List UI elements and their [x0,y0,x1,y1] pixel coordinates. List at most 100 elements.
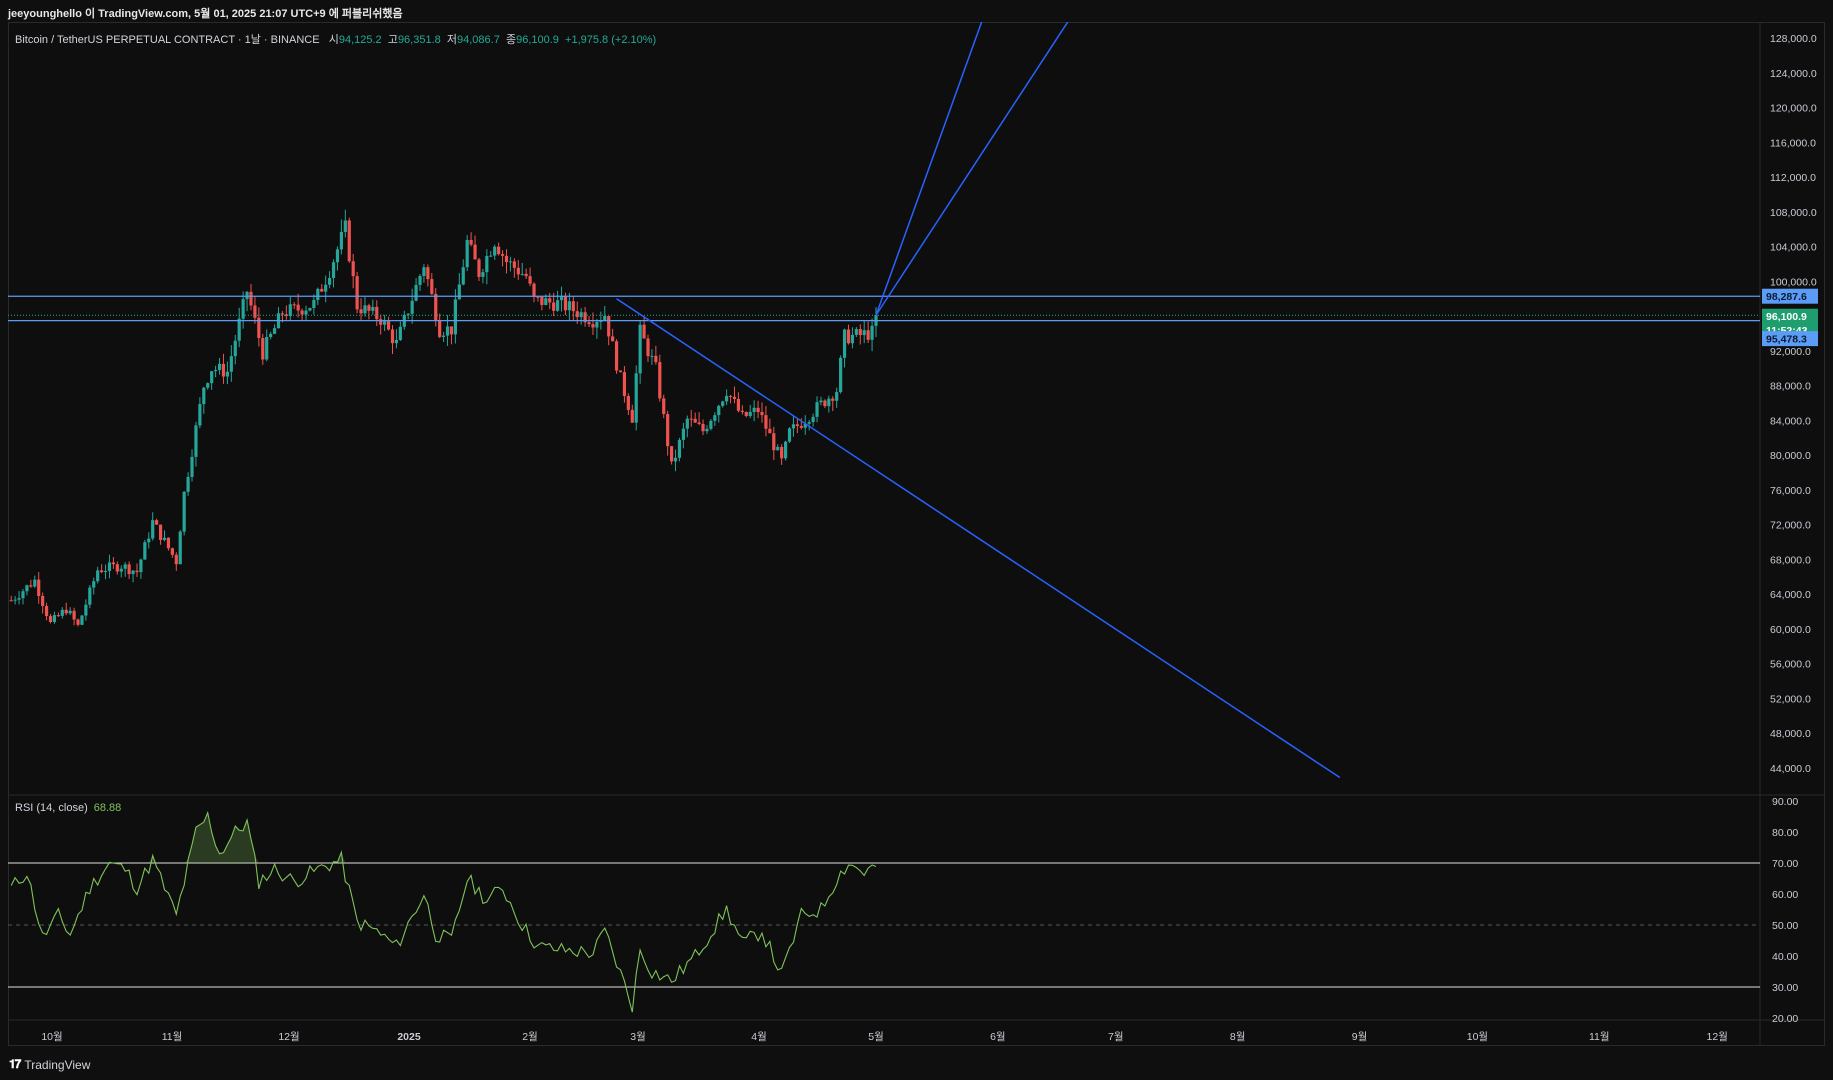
candle-body [587,322,591,325]
time-tick-label: 10월 [41,1031,62,1043]
candle-body [705,428,709,432]
candle-body [528,276,532,284]
candle-body [748,411,752,417]
candle-body [827,398,831,407]
candle-body [202,387,206,405]
rsi-legend: RSI (14, close) 68.88 [15,802,121,814]
candle-body [791,424,796,429]
candle-body [225,371,229,377]
candle-body [155,520,159,525]
candle-body [819,400,823,403]
rsi-overbought-fill [11,812,876,863]
candle-body [269,333,273,338]
candle-body [689,418,693,420]
price-tick-label: 44,000.0 [1770,763,1811,775]
price-tick-label: 72,000.0 [1770,520,1811,532]
candle-body [536,296,540,298]
candle-body [776,446,780,451]
candle-body [508,261,513,263]
publish-caption: jeeyounghello 이 TradingView.com, 5월 01, … [8,8,403,20]
chart-frame[interactable] [8,22,1825,1046]
candle-body [618,370,623,373]
candle-body [241,299,245,319]
candle-body [453,299,457,335]
candle-body [626,395,630,410]
candle-body [434,293,438,321]
candle-body [603,316,607,321]
close-label: 종 [505,34,517,46]
time-tick-label: 4월 [751,1031,767,1043]
candle-body [736,398,741,411]
candle-body [52,615,57,623]
candle-body [485,256,489,273]
level-tag-upper [1762,288,1818,304]
candle-body [866,330,870,340]
price-tick-label: 60,000.0 [1770,624,1811,636]
candle-body [673,457,678,462]
candle-body [308,307,312,311]
footer-brand[interactable]: 𝟏𝟕 TradingView [9,1057,90,1072]
candle-body [728,395,733,397]
price-tick-label: 100,000.0 [1770,276,1817,288]
candle-body [422,267,426,277]
candle-body [48,616,53,623]
candle-body [194,425,198,457]
candle-body [583,312,587,323]
open-label: 시 [328,34,339,46]
candle-body [870,325,874,340]
rsi-title: RSI (14, close) [15,802,88,814]
price-tick-label: 84,000.0 [1770,415,1811,427]
rsi-tick-label: 40.00 [1772,951,1798,963]
candle-body [449,326,454,335]
candle-body [725,395,729,402]
trend-line[interactable] [616,298,1341,779]
high-label: 고 [387,34,398,46]
candle-body [662,398,666,415]
candle-body [764,415,768,429]
candle-body [457,284,461,300]
price-tick-label: 104,000.0 [1770,242,1817,254]
candle-body [846,329,851,344]
level-tag-lower [1762,331,1818,347]
candle-body [752,407,756,412]
low-value: 94,086.7 [457,34,500,46]
candle-body [394,339,399,344]
candle-body [842,329,847,358]
candle-body [198,404,202,426]
trend-line[interactable] [875,21,1069,316]
candle-body [29,585,33,587]
candle-body [119,568,123,572]
candle-body [717,405,721,416]
price-tick-label: 124,000.0 [1770,68,1817,80]
candle-body [347,220,351,262]
candle-body [115,564,119,572]
candle-body [304,310,308,315]
candle-body [772,433,776,451]
rsi-tick-label: 20.00 [1772,1013,1798,1025]
candle-body [206,383,210,388]
time-tick-label: 2025 [397,1031,421,1043]
candle-body [559,296,564,301]
candle-body [100,570,104,573]
candle-body [591,324,595,328]
candle-body [265,337,269,360]
rsi-tick-label: 30.00 [1772,982,1798,994]
candle-body [858,329,862,336]
candle-body [835,392,839,401]
open-value: 94,125.2 [338,34,382,46]
candle-body [316,288,320,301]
candle-body [823,400,827,407]
time-tick-label: 12월 [1707,1031,1728,1043]
candle-body [386,321,391,330]
candle-body [811,416,815,423]
rsi-tick-label: 60.00 [1772,889,1798,901]
candle-body [638,324,642,374]
time-tick-label: 8월 [1230,1031,1246,1043]
candle-body [151,520,155,539]
candle-body [221,363,226,377]
candle-body [135,570,139,573]
candle-body [658,362,662,399]
trend-line[interactable] [875,21,983,316]
candle-body [721,401,725,406]
